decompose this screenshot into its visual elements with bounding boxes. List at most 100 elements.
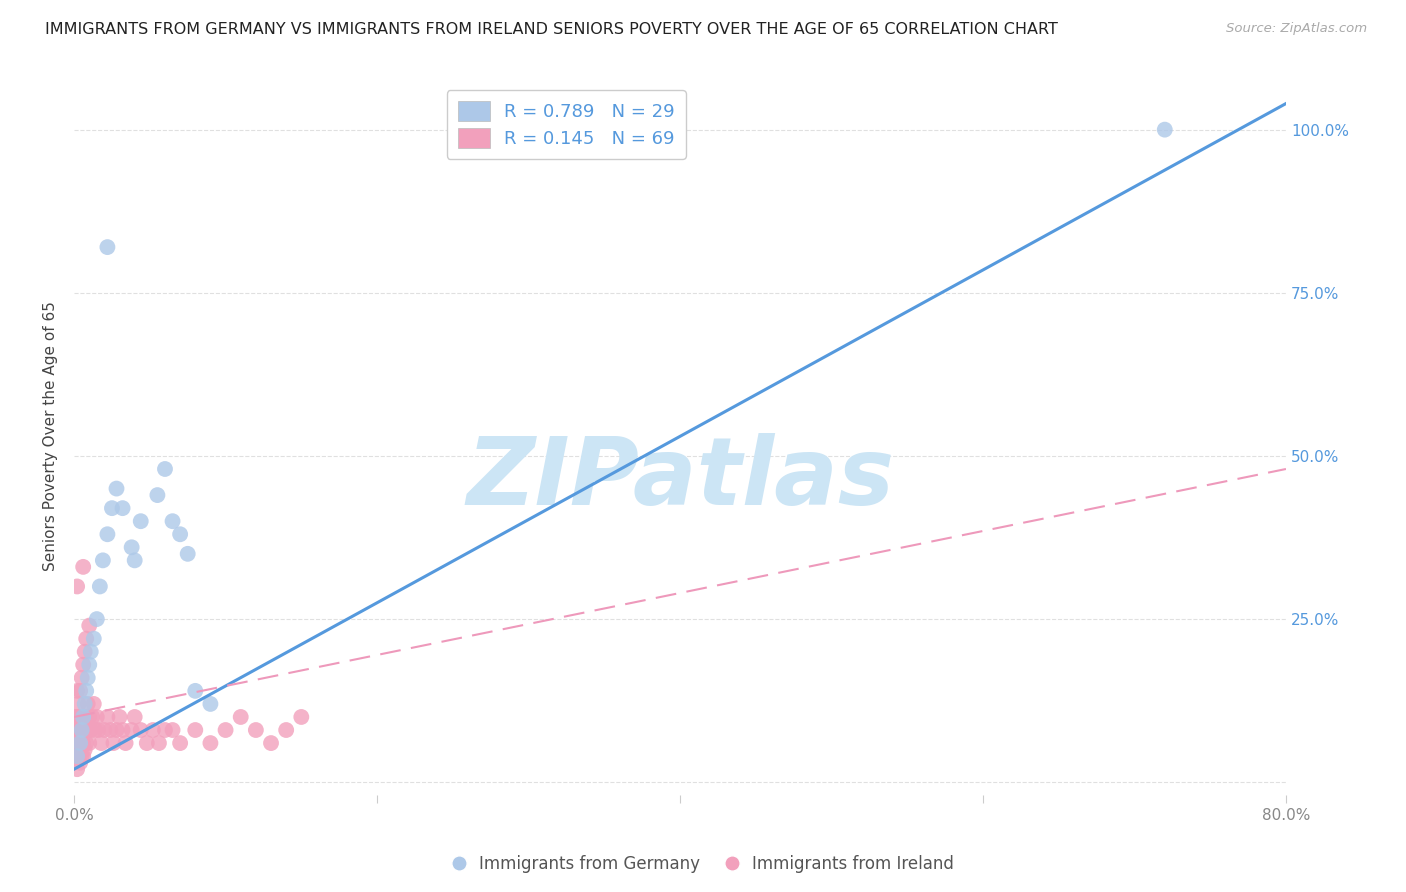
Point <box>169 736 191 750</box>
Point <box>184 684 207 698</box>
Point <box>111 501 134 516</box>
Point <box>153 462 176 476</box>
Point <box>148 736 170 750</box>
Point <box>66 749 89 764</box>
Point <box>84 723 107 737</box>
Point <box>146 488 169 502</box>
Point <box>124 553 146 567</box>
Point <box>82 710 104 724</box>
Point <box>77 736 100 750</box>
Point <box>65 736 87 750</box>
Point <box>121 723 143 737</box>
Point <box>69 684 91 698</box>
Point <box>75 684 97 698</box>
Point <box>66 579 89 593</box>
Point <box>70 736 93 750</box>
Point <box>76 697 98 711</box>
Point <box>67 697 90 711</box>
Point <box>67 736 90 750</box>
Point <box>276 723 298 737</box>
Point <box>121 541 143 555</box>
Text: IMMIGRANTS FROM GERMANY VS IMMIGRANTS FROM IRELAND SENIORS POVERTY OVER THE AGE : IMMIGRANTS FROM GERMANY VS IMMIGRANTS FR… <box>45 22 1057 37</box>
Point <box>69 723 91 737</box>
Point <box>129 514 152 528</box>
Point <box>66 684 89 698</box>
Point <box>70 749 93 764</box>
Point <box>142 723 165 737</box>
Point <box>111 723 134 737</box>
Y-axis label: Seniors Poverty Over the Age of 65: Seniors Poverty Over the Age of 65 <box>44 301 58 571</box>
Point <box>73 697 96 711</box>
Point <box>70 723 93 737</box>
Point <box>90 736 112 750</box>
Point <box>245 723 267 737</box>
Point <box>129 723 152 737</box>
Point <box>162 514 184 528</box>
Point <box>108 710 131 724</box>
Point <box>91 553 114 567</box>
Point <box>124 710 146 724</box>
Point <box>177 547 200 561</box>
Point <box>105 482 128 496</box>
Point <box>229 710 252 724</box>
Point <box>83 632 105 646</box>
Point <box>66 749 89 764</box>
Point <box>80 645 103 659</box>
Point <box>86 612 108 626</box>
Point <box>67 749 90 764</box>
Point <box>72 710 94 724</box>
Point <box>70 723 93 737</box>
Point <box>200 736 222 750</box>
Point <box>73 742 96 756</box>
Point <box>114 736 136 750</box>
Point <box>72 560 94 574</box>
Point <box>105 723 128 737</box>
Point <box>69 756 91 770</box>
Point <box>73 723 96 737</box>
Point <box>75 632 97 646</box>
Point <box>77 657 100 672</box>
Point <box>66 736 89 750</box>
Point <box>290 710 312 724</box>
Point <box>65 723 87 737</box>
Point <box>153 723 176 737</box>
Point <box>67 710 90 724</box>
Point <box>72 749 94 764</box>
Point <box>73 645 96 659</box>
Point <box>70 671 93 685</box>
Point <box>72 736 94 750</box>
Point <box>65 710 87 724</box>
Point <box>100 723 122 737</box>
Legend: R = 0.789   N = 29, R = 0.145   N = 69: R = 0.789 N = 29, R = 0.145 N = 69 <box>447 90 686 159</box>
Point <box>75 736 97 750</box>
Point <box>77 710 100 724</box>
Point <box>69 742 91 756</box>
Point <box>75 710 97 724</box>
Point <box>72 657 94 672</box>
Point <box>77 618 100 632</box>
Point <box>103 736 125 750</box>
Point <box>76 723 98 737</box>
Point <box>214 723 236 737</box>
Point <box>69 736 91 750</box>
Point <box>1153 122 1175 136</box>
Point <box>101 501 124 516</box>
Point <box>96 710 118 724</box>
Point <box>169 527 191 541</box>
Point <box>80 723 103 737</box>
Point <box>135 736 157 750</box>
Point <box>96 527 118 541</box>
Point <box>66 710 89 724</box>
Point <box>93 723 115 737</box>
Point <box>67 723 90 737</box>
Point <box>184 723 207 737</box>
Point <box>96 240 118 254</box>
Point <box>260 736 283 750</box>
Point <box>76 671 98 685</box>
Point <box>72 710 94 724</box>
Point <box>66 762 89 776</box>
Point <box>87 723 110 737</box>
Point <box>65 749 87 764</box>
Point <box>162 723 184 737</box>
Point <box>89 579 111 593</box>
